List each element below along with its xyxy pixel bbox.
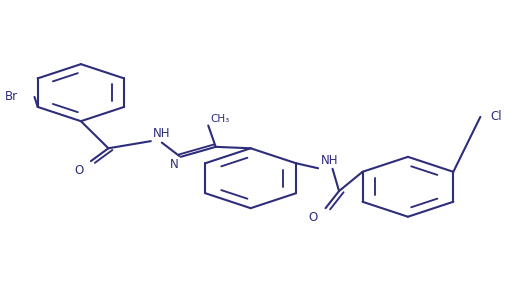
Text: N: N <box>169 158 178 171</box>
Text: NH: NH <box>320 154 337 167</box>
Text: O: O <box>74 164 83 177</box>
Text: Br: Br <box>5 90 18 103</box>
Text: O: O <box>308 211 318 224</box>
Text: NH: NH <box>153 127 171 140</box>
Text: CH₃: CH₃ <box>210 114 229 124</box>
Text: Cl: Cl <box>489 110 501 123</box>
